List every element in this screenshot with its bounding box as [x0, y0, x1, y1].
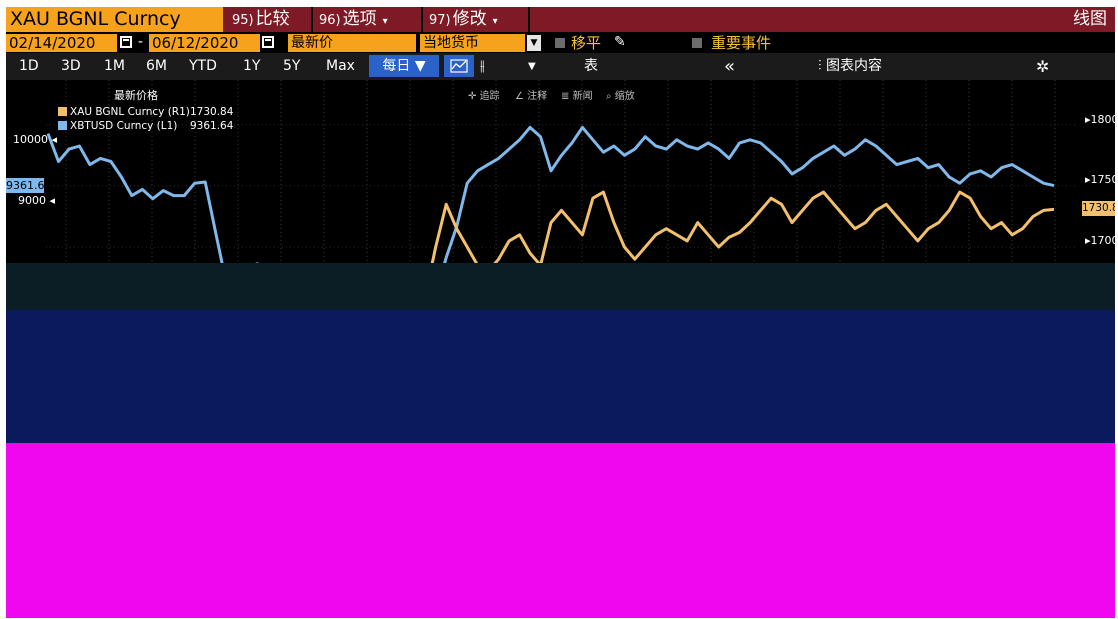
period-5y[interactable]: 5Y [283, 53, 300, 80]
date-controls: 02/14/2020 - 06/12/2020 最新价 当地货币 ▼ 移平 ✎ … [6, 32, 1115, 53]
shift-label: 移平 [571, 34, 601, 52]
track-tool[interactable]: ✛ 追踪 [468, 87, 500, 102]
chevron-down-icon[interactable]: ▼ [528, 53, 536, 80]
period-max[interactable]: Max [326, 53, 355, 80]
right-tick-label: ▸1800 [1085, 113, 1115, 126]
end-date-field[interactable]: 06/12/2020 [149, 34, 260, 52]
period-1d[interactable]: 1D [19, 53, 39, 80]
period-ytd[interactable]: YTD [189, 53, 217, 80]
calendar-icon[interactable] [120, 36, 132, 48]
header-separator [528, 7, 530, 32]
legend-title: 最新价格 [114, 87, 158, 103]
chevron-down-icon: ▼ [415, 58, 426, 74]
chevron-down-icon: ▾ [383, 16, 388, 27]
gear-icon[interactable]: ✲ [1036, 53, 1049, 80]
options-button[interactable]: 96) 选项 ▾ [319, 7, 388, 32]
events-checkbox[interactable] [692, 38, 702, 48]
render-glitch-band [6, 263, 1115, 310]
header-bar: XAU BGNL Curncy 95) 比较 96) 选项 ▾ 97) 修改 ▾ 线图 [6, 7, 1115, 32]
left-tick-label: 10000 ◂ [13, 133, 57, 146]
crosshair-icon: ✛ [468, 91, 476, 102]
chart-content-button[interactable]: ⫶ 图表内容 [818, 53, 882, 80]
calendar-icon[interactable] [262, 36, 274, 48]
edit-button[interactable]: 97) 修改 ▾ [429, 7, 498, 32]
news-icon: ≣ [561, 91, 569, 102]
right-last-value-tag: 1730.84 [1082, 201, 1115, 216]
toolbar: 1D 3D 1M 6M YTD 1Y 5Y Max 每日 ▼ ⫲ ▼ 表 « ⫶… [6, 53, 1115, 80]
line-chart-button[interactable] [444, 55, 474, 77]
frequency-button[interactable]: 每日 ▼ [369, 55, 439, 77]
pen-icon: ∠ [515, 91, 524, 102]
line-chart-icon [444, 55, 474, 77]
currency-selector[interactable]: 当地货币 [420, 34, 525, 52]
table-button[interactable]: 表 [584, 53, 598, 80]
field-selector[interactable]: 最新价 [288, 34, 416, 52]
bar-chart-icon[interactable]: ⫲ [480, 53, 485, 80]
right-tick-label: ▸1750 [1085, 173, 1115, 186]
period-6m[interactable]: 6M [146, 53, 167, 80]
legend-item-xbt: XBTUSD Curncy (L1) 9361.64 [58, 120, 177, 132]
header-separator [421, 7, 423, 32]
period-3d[interactable]: 3D [61, 53, 81, 80]
chevron-down-icon[interactable]: ▼ [527, 35, 541, 51]
render-glitch-band [6, 443, 1115, 618]
period-1m[interactable]: 1M [104, 53, 125, 80]
collapse-button[interactable]: « [724, 53, 735, 80]
pencil-icon[interactable]: ✎ [614, 34, 626, 50]
chart-content-icon: ⫶ [818, 58, 822, 74]
start-date-field[interactable]: 02/14/2020 [6, 34, 117, 52]
left-last-value-tag: 9361.64 [6, 178, 44, 193]
annotate-tool[interactable]: ∠ 注释 [515, 87, 547, 102]
period-1y[interactable]: 1Y [243, 53, 260, 80]
left-tick-label: 9000 ◂ [18, 194, 55, 207]
legend-swatch [58, 107, 67, 116]
events-label: 重要事件 [711, 34, 771, 52]
zoom-icon: ⌕ [606, 91, 612, 102]
news-tool[interactable]: ≣ 新闻 [561, 87, 593, 102]
chevron-down-icon: ▾ [493, 16, 498, 27]
zoom-tool[interactable]: ⌕ 缩放 [606, 87, 635, 102]
legend-swatch [58, 121, 67, 130]
terminal-frame: XAU BGNL Curncy 95) 比较 96) 选项 ▾ 97) 修改 ▾ 线图 0… [6, 7, 1115, 618]
right-tick-label: ▸1700 [1085, 234, 1115, 247]
chart-type-label: 线图 [1073, 7, 1107, 32]
compare-button[interactable]: 95) 比较 [232, 7, 290, 32]
header-separator [311, 7, 313, 32]
shift-checkbox[interactable] [555, 38, 565, 48]
render-glitch-band [6, 310, 1115, 443]
security-ticker[interactable]: XAU BGNL Curncy [6, 7, 223, 32]
date-range-separator: - [138, 34, 143, 50]
legend-item-xau: XAU BGNL Curncy (R1) 1730.84 [58, 106, 190, 118]
